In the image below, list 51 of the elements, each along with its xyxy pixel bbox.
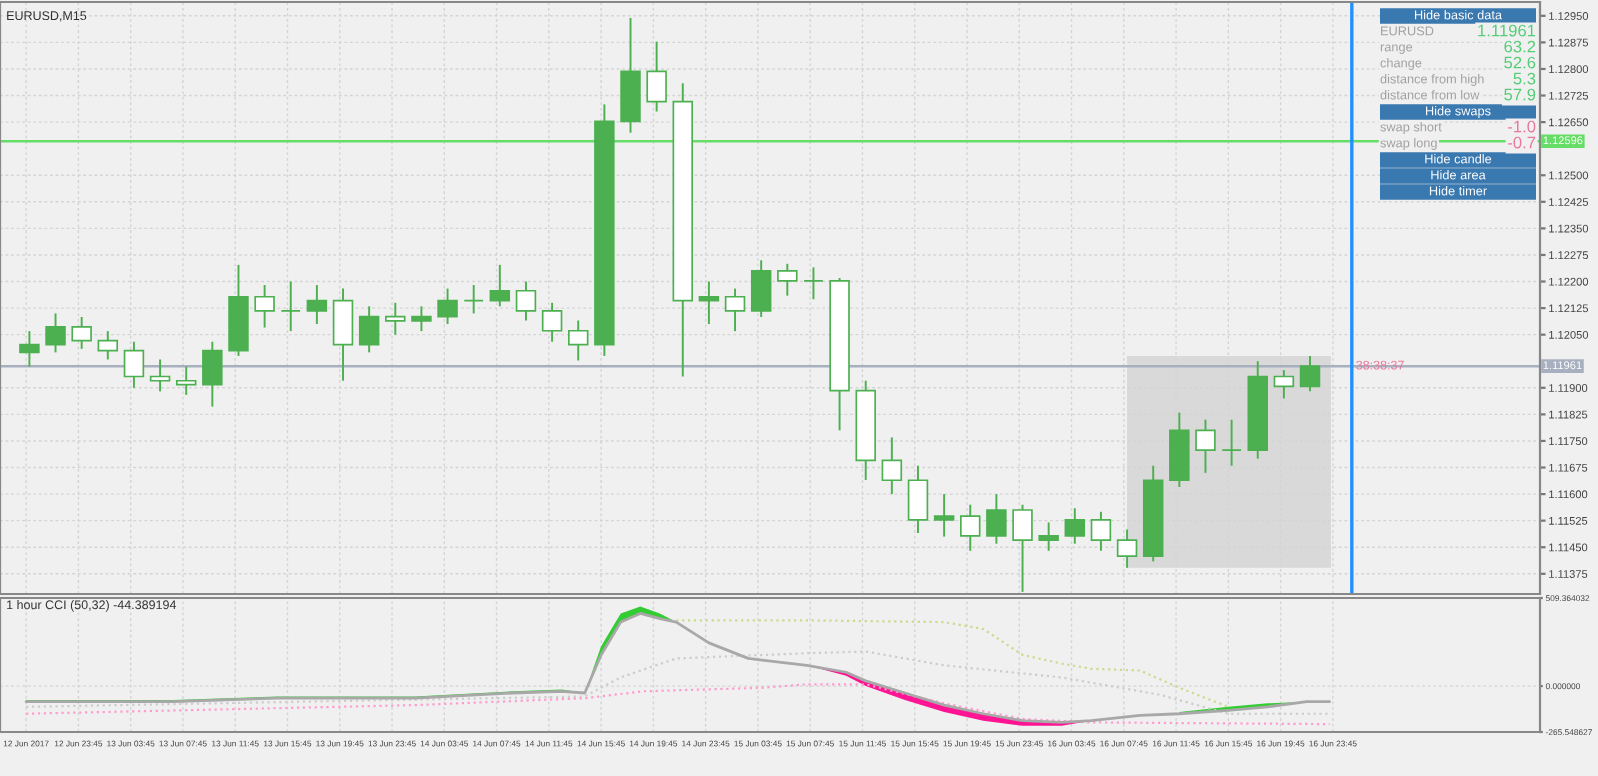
- candlestick: [45, 312, 66, 354]
- candlestick: [489, 263, 511, 308]
- candlestick: [646, 40, 667, 113]
- candlestick: [567, 319, 589, 362]
- candlestick: [149, 358, 171, 393]
- text: -0.7: [1508, 136, 1536, 149]
- line-series: [675, 619, 1230, 708]
- candlestick: [332, 287, 354, 382]
- candlestick: [437, 287, 458, 326]
- candlestick: [960, 503, 981, 552]
- text: 52.6: [1504, 56, 1536, 69]
- candlestick: [123, 340, 145, 389]
- candlestick: [933, 493, 955, 538]
- candlestick: [97, 330, 119, 361]
- text: 1.11961: [1478, 24, 1536, 37]
- candlestick: [515, 280, 537, 322]
- candlestick: [1038, 521, 1059, 552]
- candlestick: [1299, 354, 1321, 393]
- candlestick: [1273, 369, 1295, 400]
- candlestick: [1221, 418, 1242, 467]
- candlestick: [724, 287, 746, 333]
- candlestick: [463, 284, 484, 315]
- candlestick: [175, 365, 197, 396]
- candlestick: [541, 301, 563, 343]
- line-series: [24, 612, 1331, 724]
- candlestick: [881, 436, 903, 496]
- candlestick: [1012, 503, 1033, 593]
- candlestick: [202, 340, 223, 408]
- candlestick: [411, 305, 432, 333]
- candlestick: [19, 330, 40, 368]
- text: 57.9: [1504, 88, 1536, 101]
- candlestick: [777, 262, 798, 297]
- candlestick: [750, 259, 772, 318]
- candlestick: [385, 301, 406, 336]
- text: -1.0: [1508, 120, 1536, 133]
- candlestick: [280, 280, 301, 333]
- candlestick: [306, 284, 328, 326]
- candlestick: [254, 284, 275, 329]
- text: 5.3: [1513, 72, 1536, 85]
- candlestick: [803, 266, 824, 301]
- candlestick: [986, 493, 1007, 545]
- candlestick: [358, 305, 380, 354]
- candlestick: [1064, 507, 1086, 545]
- candlestick: [907, 464, 929, 535]
- line-series: [25, 683, 1331, 726]
- text: 63.2: [1504, 40, 1536, 53]
- candlestick: [698, 280, 720, 326]
- candlestick: [1116, 528, 1138, 569]
- candlestick: [71, 315, 92, 350]
- candlestick: [1195, 418, 1216, 474]
- candlestick: [1090, 510, 1112, 552]
